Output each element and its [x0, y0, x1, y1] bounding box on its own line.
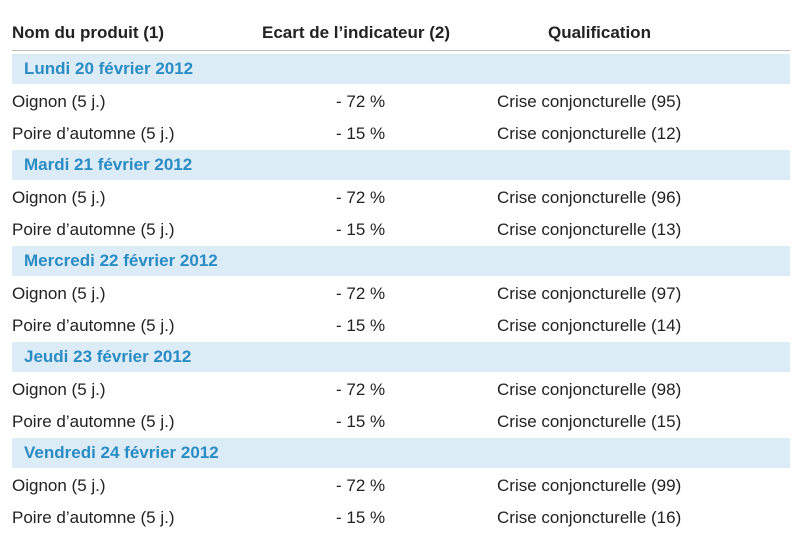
product-name: Oignon (5 j.)	[12, 92, 106, 111]
indicator-gap: - 72 %	[336, 380, 386, 399]
product-name: Poire d’automne (5 j.)	[12, 412, 175, 431]
indicator-gap: - 15 %	[336, 316, 386, 335]
qualification: Crise conjoncturelle (14)	[497, 316, 682, 335]
date-heading: Vendredi 24 février 2012	[24, 443, 219, 462]
date-heading: Lundi 20 février 2012	[24, 59, 194, 78]
column-header: Ecart de l’indicateur (2)	[262, 23, 450, 42]
date-band	[12, 150, 790, 180]
indicator-gap: - 15 %	[336, 508, 386, 527]
date-heading: Mercredi 22 février 2012	[24, 251, 218, 270]
product-name: Poire d’automne (5 j.)	[12, 316, 175, 335]
header-rule	[12, 50, 790, 51]
column-header: Nom du produit (1)	[12, 23, 165, 42]
indicator-gap: - 72 %	[336, 476, 386, 495]
date-band	[12, 246, 790, 276]
qualification: Crise conjoncturelle (12)	[497, 124, 682, 143]
indicator-gap: - 15 %	[336, 412, 386, 431]
qualification: Crise conjoncturelle (99)	[497, 476, 682, 495]
product-name: Oignon (5 j.)	[12, 188, 106, 207]
indicator-gap: - 72 %	[336, 188, 386, 207]
indicator-gap: - 15 %	[336, 220, 386, 239]
column-header: Qualification	[548, 23, 651, 42]
date-band	[12, 438, 790, 468]
date-band	[12, 342, 790, 372]
qualification: Crise conjoncturelle (13)	[497, 220, 682, 239]
indicator-gap: - 72 %	[336, 92, 386, 111]
date-band	[12, 54, 790, 84]
product-name: Oignon (5 j.)	[12, 284, 106, 303]
product-name: Poire d’automne (5 j.)	[12, 220, 175, 239]
qualification: Crise conjoncturelle (96)	[497, 188, 682, 207]
product-name: Oignon (5 j.)	[12, 476, 106, 495]
product-name: Poire d’automne (5 j.)	[12, 508, 175, 527]
indicator-gap: - 72 %	[336, 284, 386, 303]
date-heading: Mardi 21 février 2012	[24, 155, 193, 174]
qualification: Crise conjoncturelle (97)	[497, 284, 682, 303]
qualification: Crise conjoncturelle (95)	[497, 92, 682, 111]
indicator-gap: - 15 %	[336, 124, 386, 143]
qualification: Crise conjoncturelle (16)	[497, 508, 682, 527]
product-name: Poire d’automne (5 j.)	[12, 124, 175, 143]
qualification: Crise conjoncturelle (98)	[497, 380, 682, 399]
qualification: Crise conjoncturelle (15)	[497, 412, 682, 431]
date-heading: Jeudi 23 février 2012	[24, 347, 192, 366]
product-name: Oignon (5 j.)	[12, 380, 106, 399]
